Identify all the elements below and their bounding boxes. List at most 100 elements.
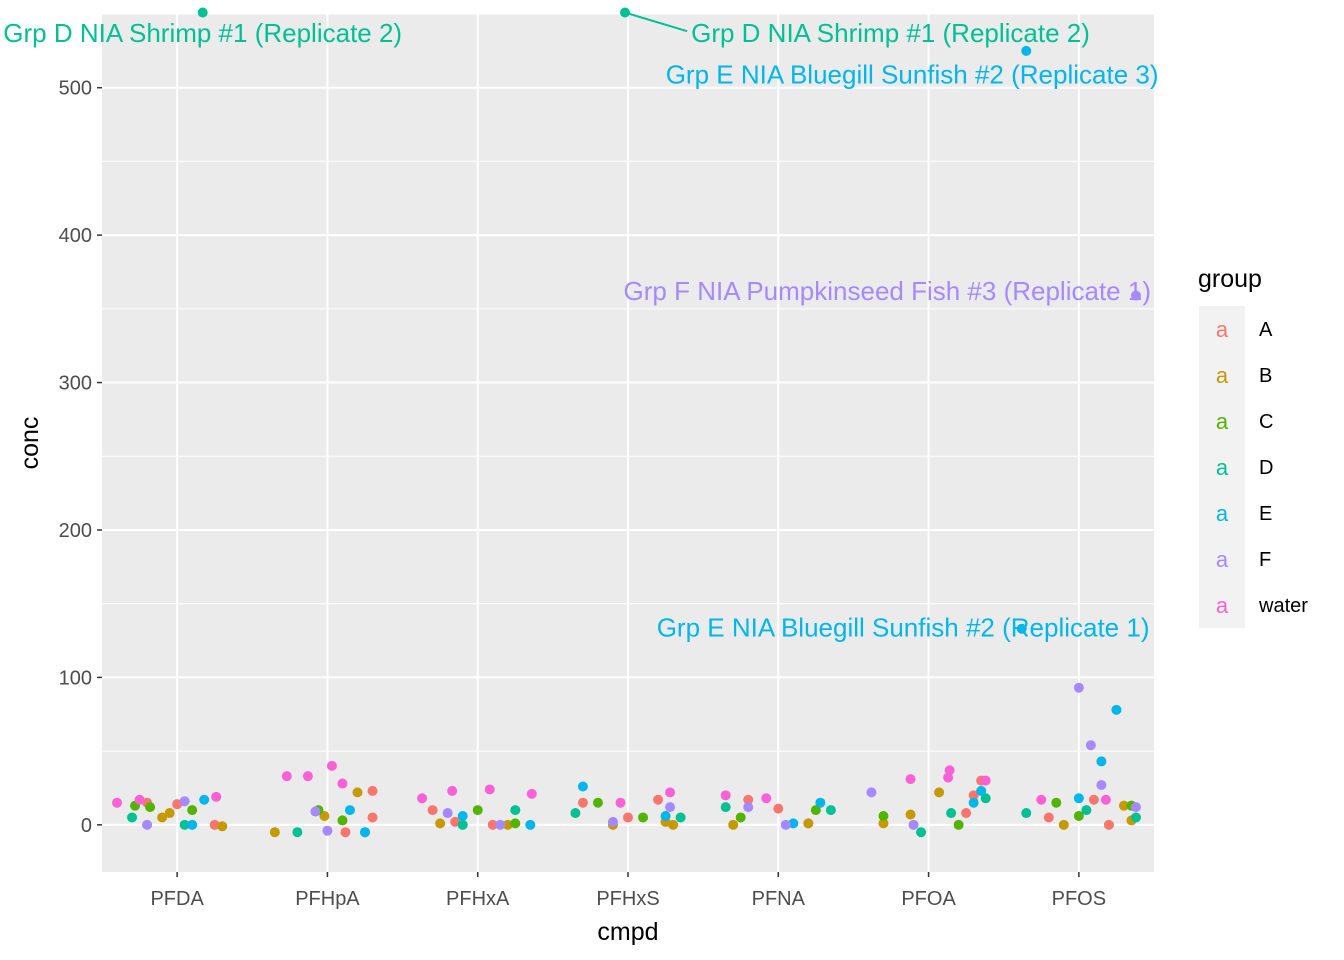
- x-tick-label: PFDA: [150, 888, 204, 910]
- data-point: [1073, 793, 1084, 804]
- data-point: [292, 827, 303, 838]
- data-point: [908, 819, 919, 830]
- data-point: [665, 802, 676, 813]
- legend-label: F: [1259, 549, 1271, 571]
- data-point: [310, 806, 321, 817]
- data-point: [1021, 808, 1032, 819]
- y-tick-label: 200: [59, 520, 92, 542]
- data-point: [976, 785, 987, 796]
- annotation-segment: [624, 11, 688, 33]
- x-axis-ticks: PFDA PFHpA PFHxA PFHxS PFNA PFOA PFOS: [150, 872, 1106, 910]
- data-point: [1051, 797, 1062, 808]
- data-point: [340, 827, 351, 838]
- data-point: [112, 797, 123, 808]
- legend-entry: a water: [1216, 593, 1308, 618]
- legend-label: B: [1259, 365, 1272, 387]
- data-point: [761, 793, 772, 804]
- data-point: [653, 794, 664, 805]
- data-point: [302, 771, 313, 782]
- data-point: [1118, 800, 1129, 811]
- data-point: [878, 810, 889, 821]
- data-point: [1130, 802, 1141, 813]
- legend-label: D: [1259, 457, 1273, 479]
- data-point: [619, 7, 630, 18]
- data-point: [638, 812, 649, 823]
- data-point: [968, 797, 979, 808]
- data-point: [946, 808, 957, 819]
- data-point: [815, 797, 826, 808]
- y-tick-label: 0: [81, 815, 92, 837]
- data-point: [337, 778, 348, 789]
- data-point: [615, 797, 626, 808]
- data-point: [570, 808, 581, 819]
- major-gridlines: [102, 14, 1154, 872]
- annotation-label: Grp E NIA Bluegill Sunfish #2 (Replicate…: [666, 59, 1159, 89]
- data-point: [665, 787, 676, 798]
- data-point: [157, 812, 168, 823]
- legend-key: a: [1216, 501, 1229, 526]
- data-point: [526, 788, 537, 799]
- data-point: [360, 827, 370, 838]
- data-point: [934, 787, 945, 798]
- data-point: [743, 794, 754, 805]
- data-point: [1073, 810, 1084, 821]
- legend-label: water: [1258, 595, 1308, 617]
- data-point: [720, 802, 731, 813]
- data-point: [878, 818, 889, 829]
- y-tick-label: 400: [59, 225, 92, 247]
- data-point: [735, 812, 746, 823]
- data-point: [1088, 794, 1099, 805]
- data-point: [164, 808, 175, 819]
- data-point: [668, 819, 679, 830]
- data-point: [487, 819, 498, 830]
- data-point: [179, 819, 190, 830]
- data-point: [172, 799, 183, 810]
- data-point: [1081, 805, 1092, 816]
- data-point: [1130, 290, 1141, 301]
- legend-label: E: [1259, 503, 1272, 525]
- data-point: [510, 805, 521, 816]
- y-axis-title: conc: [16, 417, 44, 470]
- data-point: [269, 827, 280, 838]
- data-point: [472, 805, 483, 816]
- data-point: [197, 7, 208, 18]
- data-point: [127, 812, 138, 823]
- data-point: [457, 810, 468, 821]
- annotation-label: Grp E NIA Bluegill Sunfish #2 (Replicate…: [657, 612, 1150, 642]
- legend-key: a: [1216, 593, 1229, 618]
- legend-label: A: [1259, 319, 1273, 341]
- data-point: [592, 797, 603, 808]
- data-point: [145, 802, 156, 813]
- data-point: [510, 818, 521, 829]
- data-point: [337, 815, 348, 826]
- data-point: [660, 810, 671, 821]
- data-point: [728, 819, 739, 830]
- legend-title: group: [1198, 265, 1262, 293]
- data-point: [953, 819, 964, 830]
- data-point: [417, 793, 428, 804]
- annotation-label: Grp D NIA Shrimp #1 (Replicate 2): [691, 18, 1090, 48]
- x-tick-label: PFOS: [1052, 888, 1106, 910]
- data-point: [803, 818, 814, 829]
- y-tick-label: 100: [59, 667, 92, 689]
- data-point: [525, 819, 536, 830]
- data-point: [435, 818, 446, 829]
- data-point: [1043, 812, 1054, 823]
- data-point: [209, 819, 220, 830]
- data-point: [980, 775, 991, 786]
- legend-key: a: [1216, 455, 1229, 480]
- legend-key-background: [1199, 306, 1245, 628]
- data-point: [281, 771, 292, 782]
- data-point: [623, 812, 633, 823]
- data-point: [980, 793, 991, 804]
- data-points: [112, 7, 1141, 838]
- point-annotations: Grp D NIA Shrimp #1 (Replicate 2) Grp D N…: [3, 11, 1159, 642]
- data-point: [457, 819, 468, 830]
- data-point: [1058, 819, 1069, 830]
